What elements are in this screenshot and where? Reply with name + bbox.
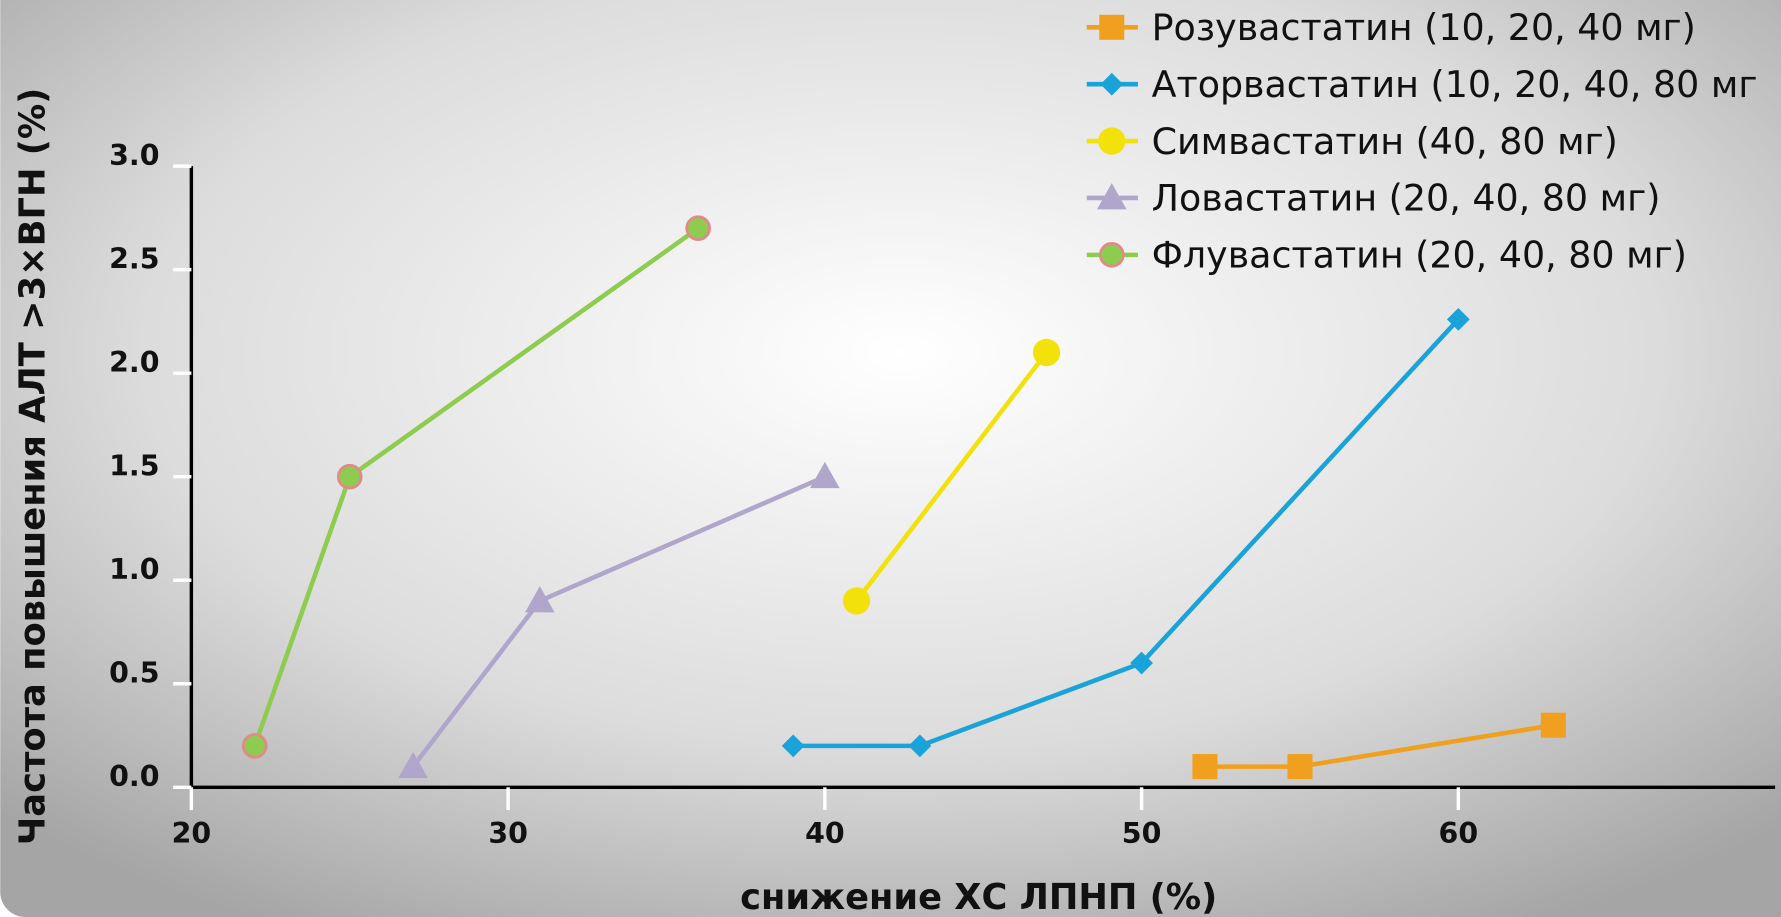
data-point [810,461,840,489]
y-tick-label: 0.5 [109,657,159,690]
legend-marker [1098,242,1125,268]
data-point [1130,651,1153,675]
y-tick-label: 2.0 [109,346,159,379]
legend-marker [1098,127,1126,155]
y-axis-title: Частота повышения АЛТ >3×ВГН (%) [12,88,53,845]
legend-label: Флувастатин (20, 40, 80 мг) [1152,234,1687,277]
x-tick-label: 40 [805,817,845,850]
x-tick-label: 60 [1439,817,1479,850]
series-line [854,351,1049,603]
data-point [842,587,871,615]
data-point [1032,338,1061,367]
y-tick-label: 2.5 [109,243,159,276]
y-tick-label: 3.0 [109,139,159,172]
x-tick-label: 30 [488,817,528,850]
legend-marker [1096,183,1127,210]
data-point [908,734,932,758]
x-axis-title: снижение ХС ЛПНП (%) [740,877,1217,917]
x-tick-label: 20 [172,817,212,850]
data-point [1192,754,1218,780]
y-tick-label: 1.5 [109,450,159,483]
y-tick-label: 0.0 [109,760,159,793]
data-point [524,586,555,613]
data-point [398,751,428,778]
legend-label: Розувастатин (10, 20, 40 мг) [1152,6,1696,49]
legend-label: Аторвастатин (10, 20, 40, 80 мг [1152,63,1758,106]
series-line [793,317,1461,749]
data-point [241,733,268,759]
legend-marker [1100,72,1124,96]
legend-label: Симвастатин (40, 80 мг) [1152,120,1618,163]
data-point [336,463,363,490]
y-tick-label: 1.0 [109,553,159,586]
data-point [781,734,805,758]
data-point [1287,754,1313,780]
data-point [1540,712,1566,738]
data-point [685,215,711,242]
x-tick-label: 50 [1122,817,1162,850]
legend-label: Ловастатин (20, 40, 80 мг) [1152,177,1661,220]
legend-marker [1099,14,1125,40]
data-point [1446,307,1470,331]
